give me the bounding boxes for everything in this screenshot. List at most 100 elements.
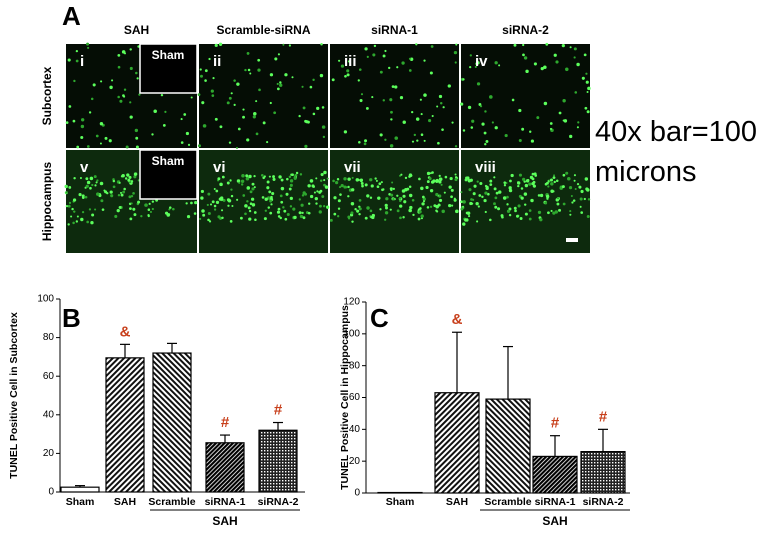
cell [431,114,434,118]
cell [574,187,577,191]
cell [319,179,323,182]
cell [558,208,562,212]
cell [388,66,391,70]
cell [302,106,306,110]
cell [127,178,131,182]
cell [411,140,415,143]
cell [438,174,441,178]
cell [553,53,557,57]
cell [96,192,100,196]
cell [484,191,488,195]
cell [267,206,271,209]
cell [402,216,405,219]
cell [122,190,126,194]
panel-numeral: iii [344,53,357,70]
cell [301,85,304,88]
cell [242,115,245,119]
cell [576,62,580,67]
cell [210,89,214,93]
cell [246,51,250,55]
cell [489,179,493,183]
cell [201,209,205,213]
cell [273,111,277,115]
cell [138,93,141,96]
cell [422,195,425,199]
cell [504,133,508,138]
cell [129,115,133,119]
cell [236,198,239,201]
cell [219,182,223,187]
cell [266,186,270,190]
cell [384,203,388,207]
cell [364,47,368,51]
cell [117,194,121,197]
cell [121,50,126,54]
cell [471,202,474,205]
cell [390,189,393,192]
cell [319,189,323,193]
cell [276,87,280,91]
cell [470,198,473,201]
cell [585,80,589,84]
panel-numeral: viii [475,159,496,176]
cell [464,218,468,222]
cell [85,177,89,181]
cell [448,204,452,208]
cell [420,186,424,191]
cell [262,121,266,125]
cell [338,59,341,62]
y-tick-label: 0 [48,487,54,498]
cell [295,171,299,175]
cell [331,78,335,82]
cell [185,202,188,205]
cell [396,209,400,213]
cell [438,94,443,99]
cell [350,202,355,206]
cell [277,207,281,211]
cell [277,53,280,56]
cell [484,184,488,188]
cell [364,216,368,220]
cell [508,188,513,193]
cell [577,121,580,124]
cell [364,139,368,143]
cell [428,177,432,181]
cell [569,213,572,216]
cell [120,175,124,178]
cell [100,80,103,83]
cell [525,69,529,74]
y-axis-label: TUNEL Positive Cell in Subcortex [8,312,20,479]
cell [129,101,132,104]
cell [384,218,387,221]
cell [104,136,108,140]
cell [286,177,289,181]
cell [180,141,184,144]
cell [529,130,532,133]
cell [421,202,425,206]
cell [358,199,362,202]
cell [80,217,84,222]
cell [587,86,591,91]
cell [441,209,445,214]
x-tick-label: Scramble [148,496,195,508]
cell [556,202,560,206]
cell [347,195,350,198]
cell [283,209,287,213]
cell [81,194,85,198]
cell [471,119,475,123]
cell [221,216,224,220]
cell [586,91,589,94]
cell [73,177,76,180]
cell [151,133,154,136]
cell [68,201,72,204]
cell [408,185,412,188]
cell [316,190,319,193]
cell [301,211,304,214]
cell [453,197,456,200]
cell [289,179,294,183]
cell [324,185,329,189]
cell [111,79,114,82]
cell [404,176,408,180]
cell [272,175,275,179]
cell [236,82,240,86]
